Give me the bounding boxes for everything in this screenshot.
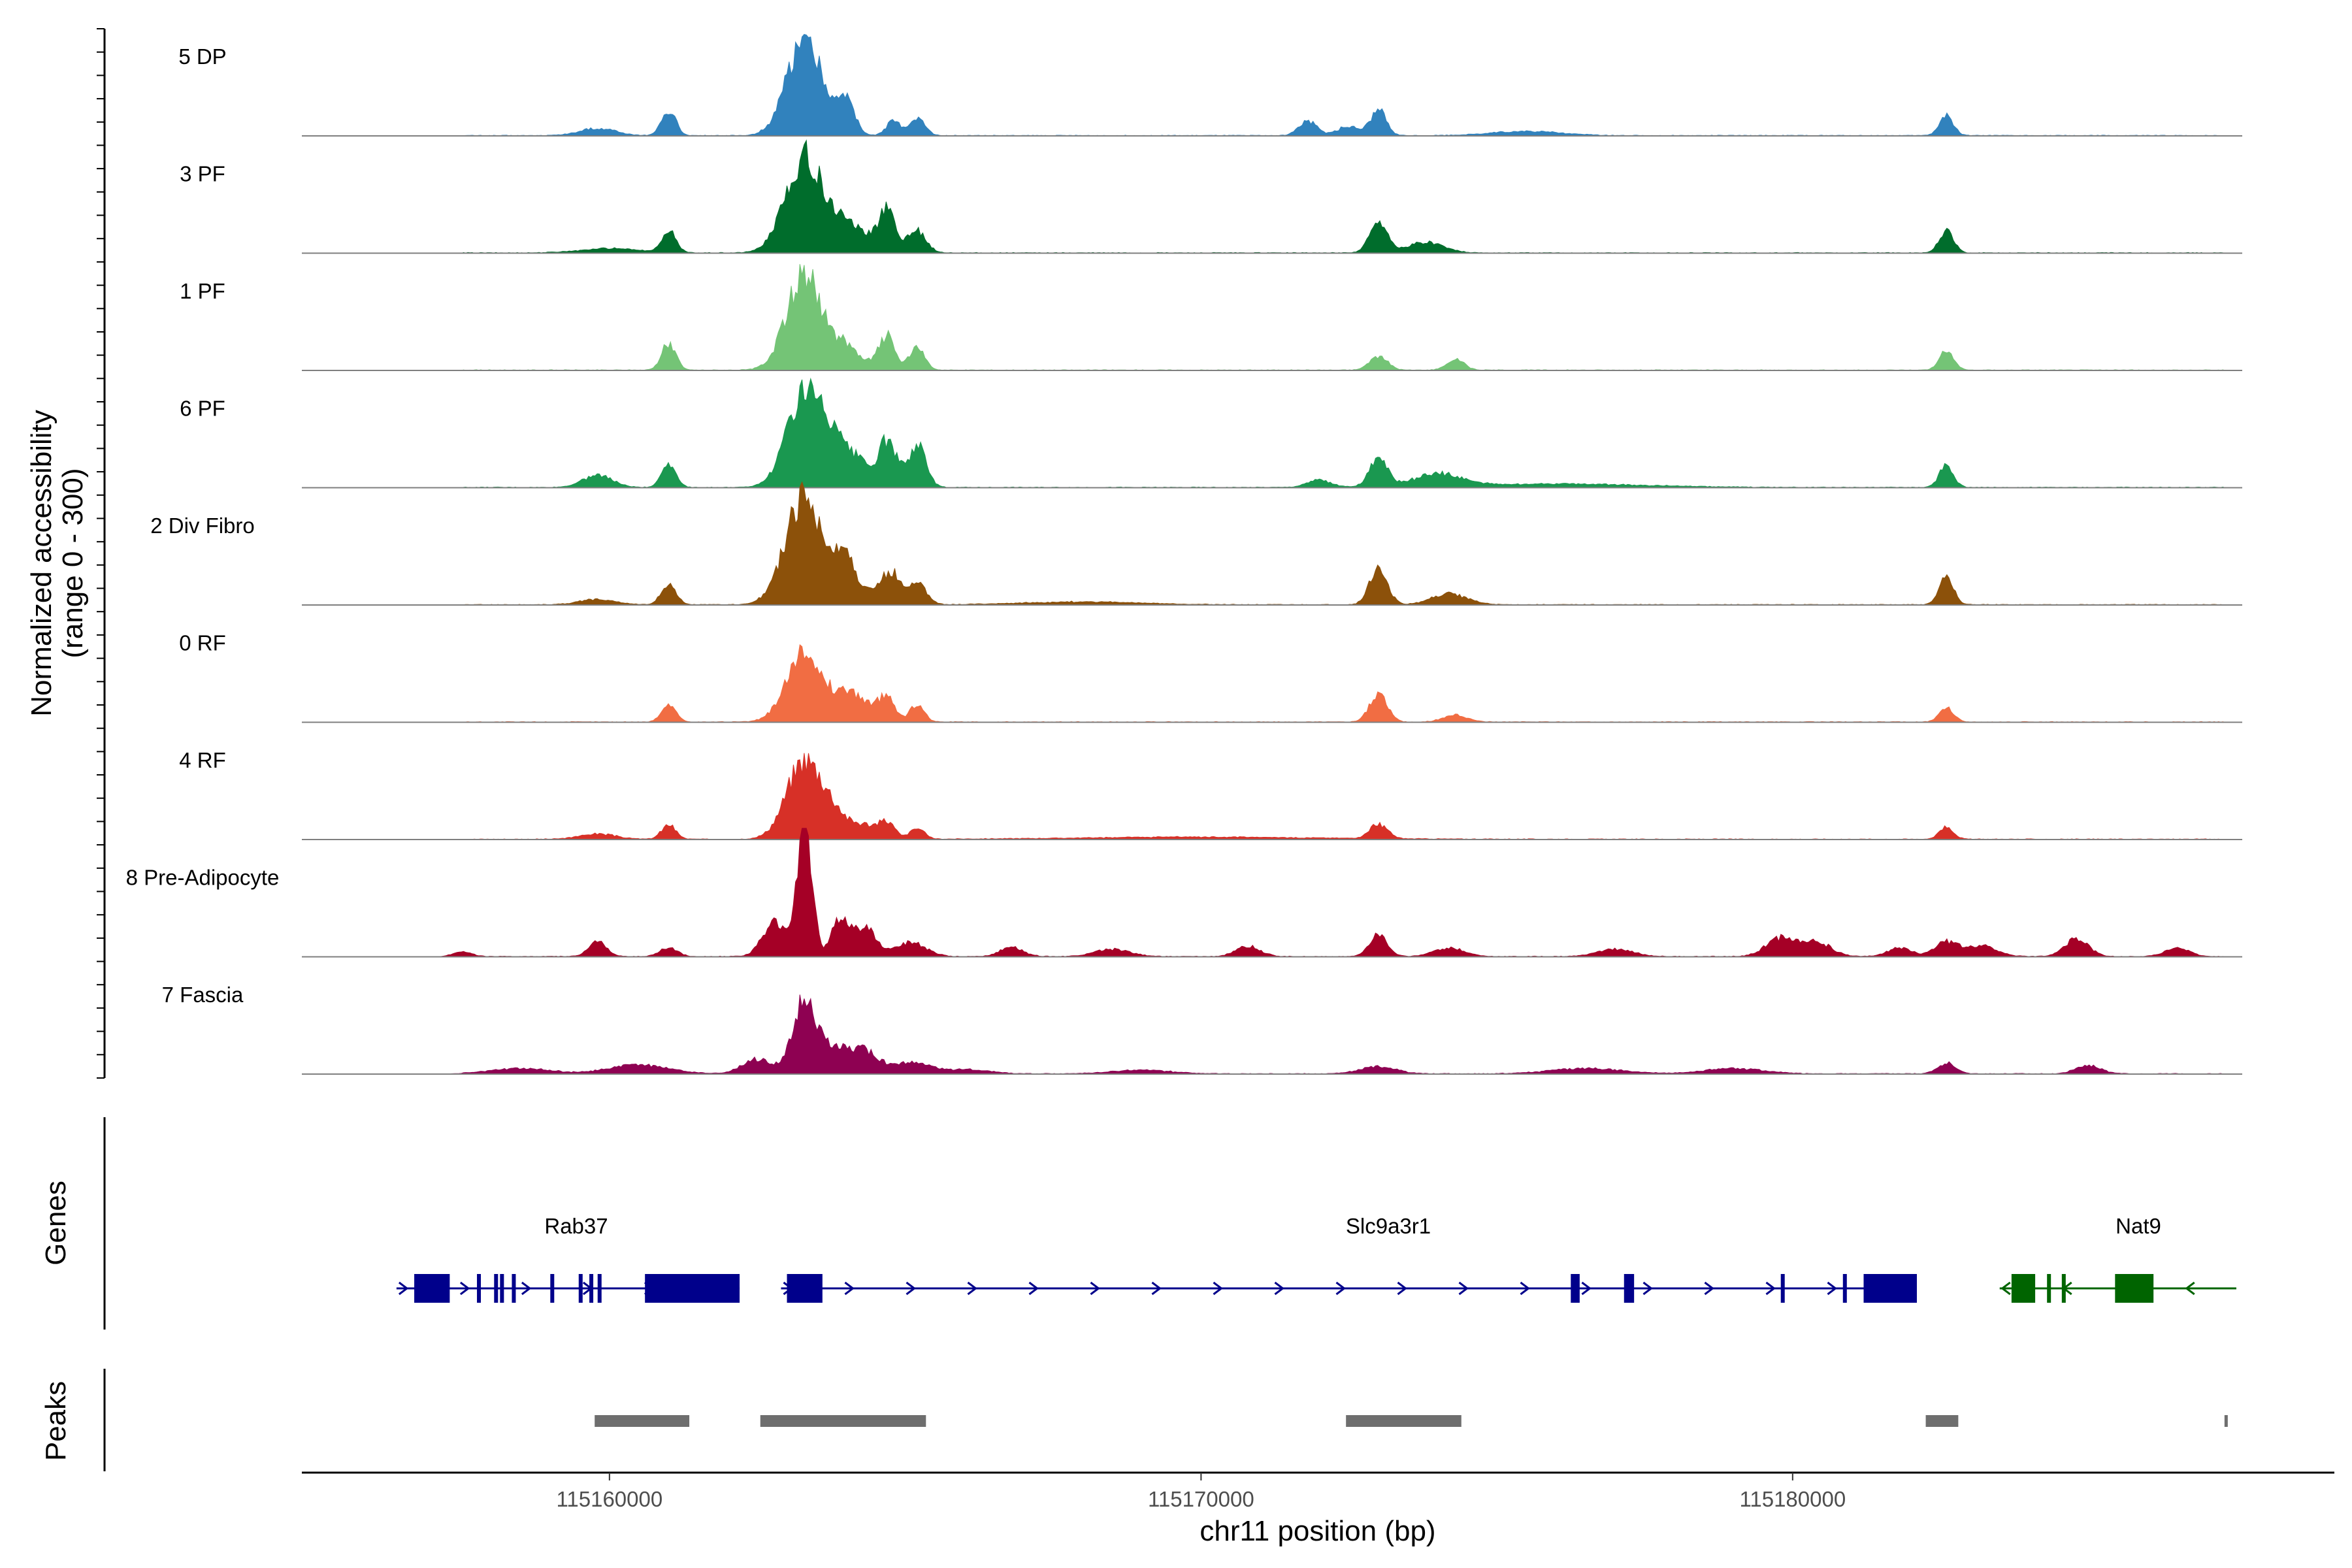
genes-panel-title: Genes [40,1181,72,1266]
strand-chevron [459,1281,470,1296]
strand-chevron [1151,1281,1162,1296]
gene-exon [1863,1274,1917,1303]
gene-exon [414,1274,450,1303]
gene-exon [589,1274,594,1303]
x-tick-label: 115180000 [1739,1487,1846,1511]
x-tick-label: 115170000 [1148,1487,1254,1511]
track-label: 8 Pre-Adipocyte [126,866,280,890]
peak-region-bar [760,1415,926,1427]
gene-exon [597,1274,602,1303]
track-label: 1 PF [180,279,225,303]
track-label: 0 RF [179,631,226,655]
strand-chevron [1028,1281,1039,1296]
track-3-pf: 3 PF [180,139,2242,254]
strand-chevron [1458,1281,1469,1296]
track-4-rf: 4 RF [179,748,2242,840]
strand-chevron [906,1281,916,1296]
gene-name-label: Nat9 [2115,1214,2161,1238]
x-axis-ticks: 115160000 115170000 115180000 [556,1473,1846,1511]
strand-chevron [1213,1281,1223,1296]
track-7-fascia: 7 Fascia [162,983,2242,1075]
genes-panel: Genes Rab37 Slc9a3r1 Nat9 [40,1117,2236,1330]
gene-exon [2011,1274,2036,1303]
gene-name-label: Slc9a3r1 [1346,1214,1431,1238]
gene-exon [477,1274,482,1303]
strand-chevron [521,1281,532,1296]
gene-exon [578,1274,583,1303]
gene-exon [2115,1274,2154,1303]
strand-chevron [1642,1281,1653,1296]
x-tick-label: 115160000 [556,1487,662,1511]
track-1-pf: 1 PF [180,264,2242,371]
strand-chevron [2185,1281,2195,1296]
strand-chevron [967,1281,977,1296]
strand-chevron [1090,1281,1100,1296]
track-label: 2 Div Fibro [150,514,255,538]
gene-models: Rab37 Slc9a3r1 Nat9 [396,1214,2236,1303]
track-0-rf: 0 RF [179,631,2242,723]
gene-exon [787,1274,823,1303]
gene-exon [1571,1274,1580,1303]
peak-region-bar [595,1415,690,1427]
gene-exon [512,1274,516,1303]
peak-region-bar [1925,1415,1959,1427]
gene-name-label: Rab37 [544,1214,608,1238]
track-label: 7 Fascia [162,983,244,1007]
accessibility-y-axis: Normalized accessibility (range 0 - 300) [25,28,106,1079]
gene-slc9a3r1: Slc9a3r1 [781,1214,1917,1303]
track-6-pf: 6 PF [180,377,2242,489]
y-axis-range-label: (range 0 - 300) [57,468,89,658]
strand-chevron [1397,1281,1407,1296]
gene-exon [494,1274,498,1303]
peaks-panel: Peaks [40,1369,2228,1471]
strand-chevron [1335,1281,1346,1296]
strand-chevron [844,1281,855,1296]
strand-chevron [1520,1281,1530,1296]
coverage-tracks: 5 DP 3 PF 1 PF 6 PF 2 Div Fibro 0 RF 4 RF 8 Pre… [126,34,2242,1075]
track-label: 6 PF [180,397,225,421]
peaks-panel-title: Peaks [40,1381,72,1461]
track-5-dp: 5 DP [178,34,2242,137]
gene-exon [500,1274,504,1303]
strand-chevron [1581,1281,1592,1296]
x-axis-title: chr11 position (bp) [1200,1515,1435,1547]
gene-exon [1842,1274,1847,1303]
strand-chevron [1827,1281,1837,1296]
gene-exon [2047,1274,2051,1303]
track-8-pre-adipocyte: 8 Pre-Adipocyte [126,828,2242,958]
x-axis: 115160000 115170000 115180000 chr11 positi… [302,1471,2334,1547]
gene-rab37: Rab37 [396,1214,740,1303]
gene-exon [645,1274,740,1303]
strand-chevron [1765,1281,1776,1296]
peak-regions [595,1415,2228,1427]
strand-chevron [398,1281,409,1296]
accessibility-axis-ticks [97,28,105,1079]
track-label: 3 PF [180,162,225,186]
track-label: 5 DP [178,44,226,69]
gene-exon [550,1274,555,1303]
track-label: 4 RF [179,748,226,772]
strand-chevron [2001,1281,2011,1296]
y-axis-title: Normalized accessibility [25,410,57,716]
gene-nat9: Nat9 [1999,1214,2236,1303]
strand-chevron [1274,1281,1284,1296]
gene-exon [2061,1274,2066,1303]
strand-chevron [1704,1281,1714,1296]
peak-region-bar [2224,1415,2228,1427]
gene-exon [1780,1274,1785,1303]
track-2-div-fibro: 2 Div Fibro [150,481,2242,606]
gene-exon [1624,1274,1635,1303]
peak-region-bar [1346,1415,1462,1427]
